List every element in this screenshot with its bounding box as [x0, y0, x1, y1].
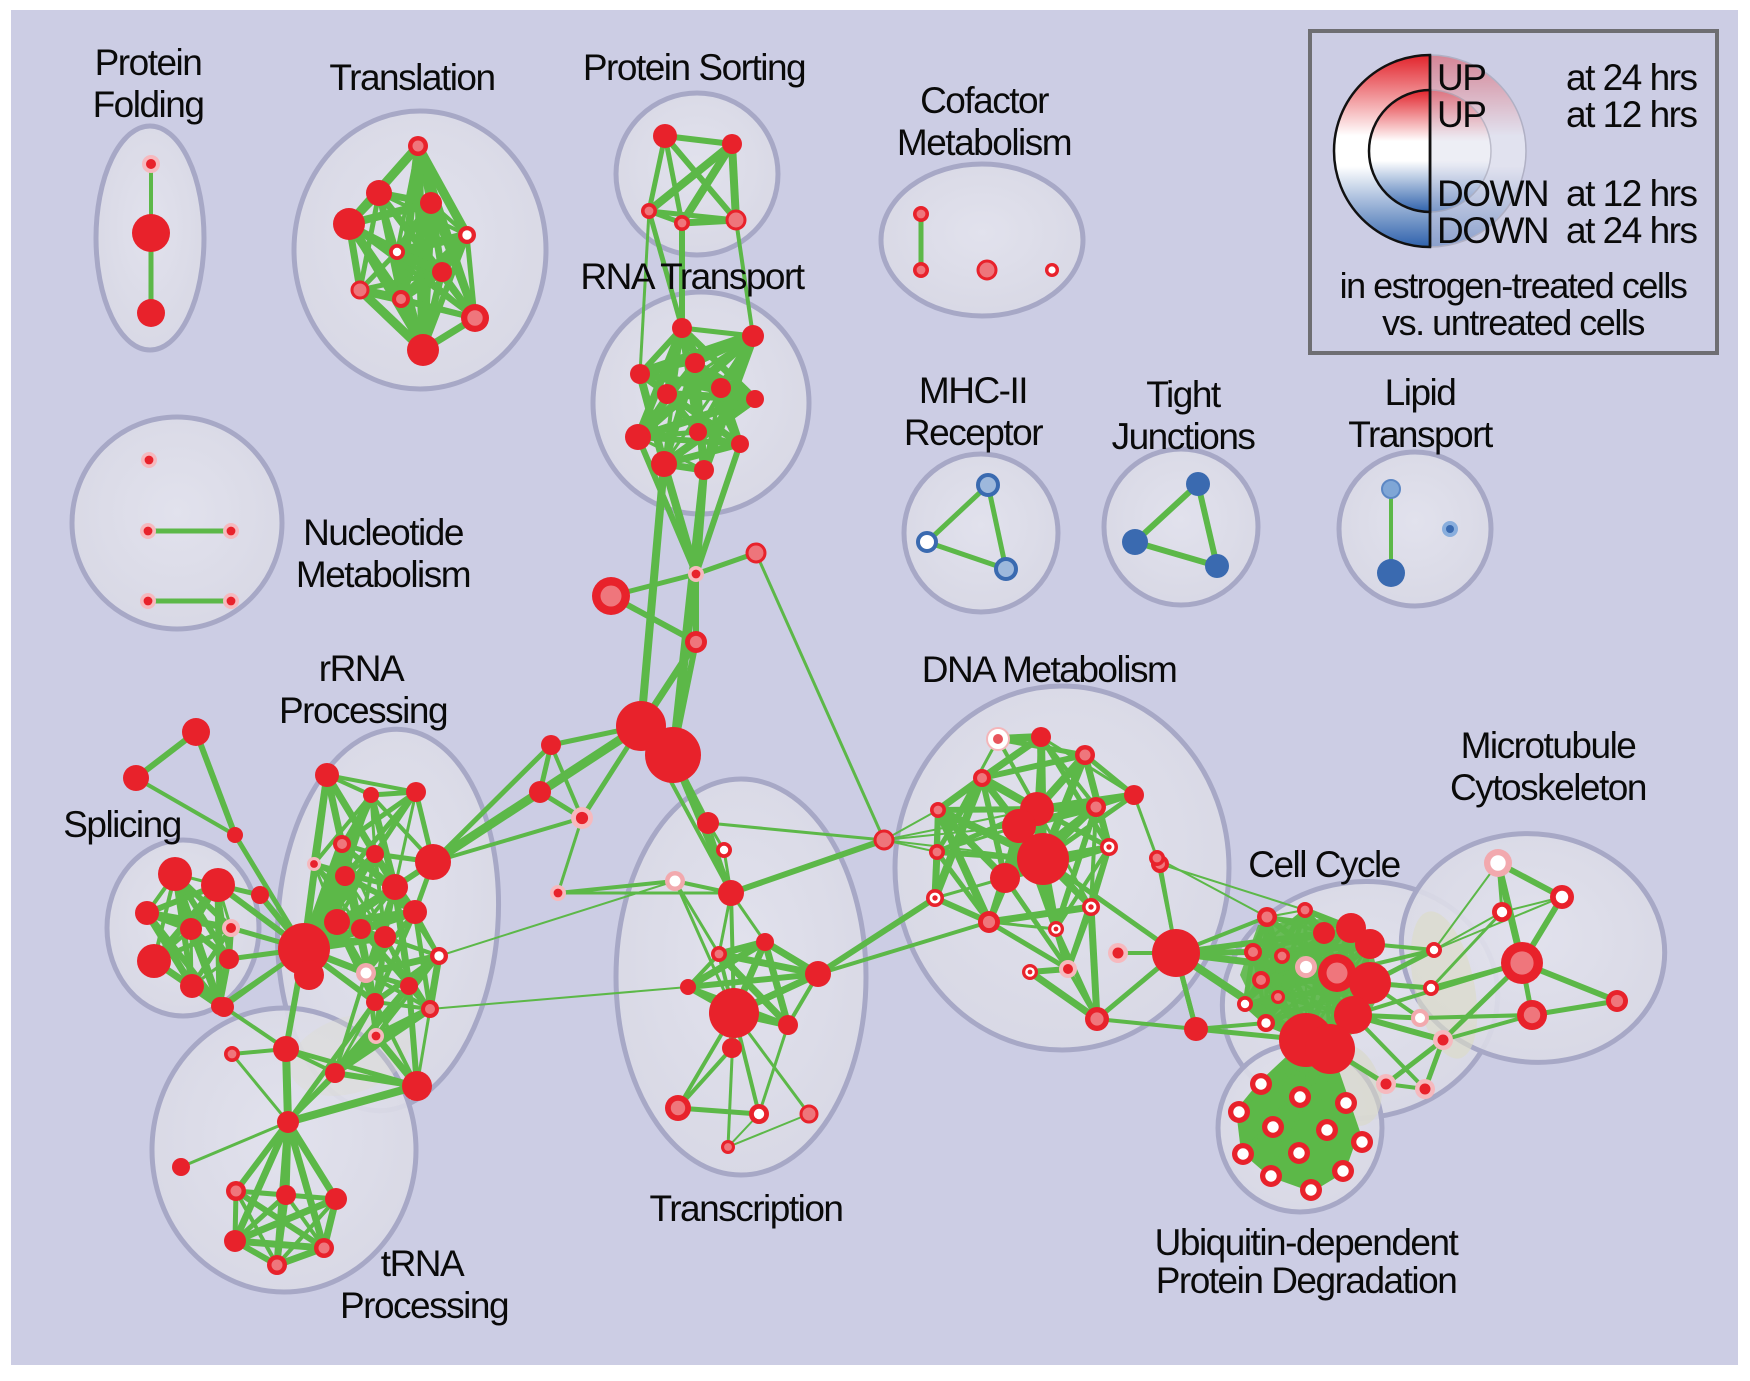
svg-text:at 24 hrs: at 24 hrs: [1566, 210, 1697, 251]
svg-text:tRNA: tRNA: [381, 1243, 465, 1284]
svg-text:Folding: Folding: [93, 84, 204, 125]
svg-text:Lipid: Lipid: [1385, 372, 1456, 413]
svg-text:at 24 hrs: at 24 hrs: [1566, 57, 1697, 98]
svg-text:at 12 hrs: at 12 hrs: [1566, 173, 1697, 214]
svg-text:UP: UP: [1437, 57, 1485, 98]
svg-text:DNA Metabolism: DNA Metabolism: [922, 649, 1177, 690]
svg-text:MHC-II: MHC-II: [919, 370, 1027, 411]
svg-text:Processing: Processing: [279, 690, 447, 731]
svg-text:Receptor: Receptor: [904, 412, 1043, 453]
svg-text:Metabolism: Metabolism: [897, 122, 1071, 163]
svg-text:Cell Cycle: Cell Cycle: [1248, 844, 1400, 885]
svg-text:rRNA: rRNA: [319, 648, 405, 689]
svg-text:RNA Transport: RNA Transport: [580, 256, 805, 297]
svg-text:Cofactor: Cofactor: [920, 80, 1049, 121]
svg-text:DOWN: DOWN: [1437, 173, 1548, 214]
svg-text:at 12 hrs: at 12 hrs: [1566, 94, 1697, 135]
svg-text:in estrogen-treated cells: in estrogen-treated cells: [1340, 265, 1687, 306]
svg-text:Tight: Tight: [1146, 374, 1222, 415]
svg-text:Splicing: Splicing: [63, 804, 181, 845]
svg-text:Cytoskeleton: Cytoskeleton: [1450, 767, 1646, 808]
svg-text:Transport: Transport: [1348, 414, 1494, 455]
svg-text:Junctions: Junctions: [1112, 416, 1256, 457]
svg-text:Protein Degradation: Protein Degradation: [1156, 1260, 1457, 1301]
svg-text:Transcription: Transcription: [650, 1188, 843, 1229]
svg-text:Metabolism: Metabolism: [296, 554, 470, 595]
svg-text:Microtubule: Microtubule: [1461, 725, 1636, 766]
svg-text:Processing: Processing: [340, 1285, 508, 1326]
svg-text:Nucleotide: Nucleotide: [303, 512, 463, 553]
svg-text:Translation: Translation: [329, 57, 494, 98]
svg-text:DOWN: DOWN: [1437, 210, 1548, 251]
svg-text:Ubiquitin-dependent: Ubiquitin-dependent: [1155, 1222, 1460, 1263]
svg-text:Protein: Protein: [95, 42, 202, 83]
svg-text:Protein Sorting: Protein Sorting: [583, 47, 805, 88]
svg-text:UP: UP: [1437, 94, 1485, 135]
svg-text:vs. untreated cells: vs. untreated cells: [1382, 302, 1644, 343]
